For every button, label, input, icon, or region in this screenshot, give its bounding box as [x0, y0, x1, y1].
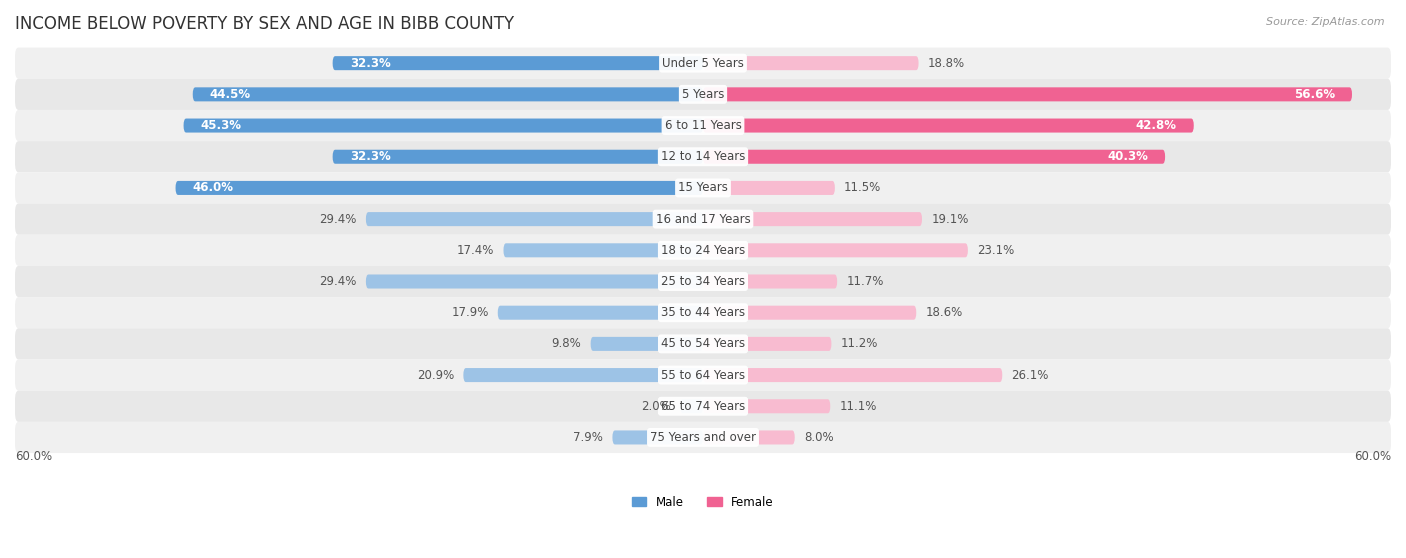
FancyBboxPatch shape [333, 150, 703, 163]
FancyBboxPatch shape [681, 399, 703, 413]
FancyBboxPatch shape [15, 328, 1391, 359]
FancyBboxPatch shape [703, 181, 835, 195]
Text: 11.1%: 11.1% [839, 400, 877, 413]
Text: 17.9%: 17.9% [451, 306, 488, 319]
Text: 32.3%: 32.3% [350, 57, 391, 70]
FancyBboxPatch shape [15, 141, 1391, 172]
Text: 7.9%: 7.9% [574, 431, 603, 444]
FancyBboxPatch shape [503, 243, 703, 257]
Text: 60.0%: 60.0% [1354, 450, 1391, 463]
FancyBboxPatch shape [15, 235, 1391, 266]
Text: 55 to 64 Years: 55 to 64 Years [661, 369, 745, 382]
FancyBboxPatch shape [703, 337, 831, 351]
Text: 45 to 54 Years: 45 to 54 Years [661, 338, 745, 350]
Text: 16 and 17 Years: 16 and 17 Years [655, 213, 751, 225]
Text: 11.7%: 11.7% [846, 275, 884, 288]
FancyBboxPatch shape [703, 399, 831, 413]
Text: 56.6%: 56.6% [1294, 88, 1334, 101]
Text: 18.6%: 18.6% [925, 306, 963, 319]
Text: 17.4%: 17.4% [457, 244, 495, 257]
Text: 19.1%: 19.1% [931, 213, 969, 225]
Text: 2.0%: 2.0% [641, 400, 671, 413]
Legend: Male, Female: Male, Female [627, 491, 779, 513]
FancyBboxPatch shape [15, 204, 1391, 235]
Text: Under 5 Years: Under 5 Years [662, 57, 744, 70]
Text: 15 Years: 15 Years [678, 181, 728, 194]
FancyBboxPatch shape [464, 368, 703, 382]
FancyBboxPatch shape [591, 337, 703, 351]
Text: 42.8%: 42.8% [1136, 119, 1177, 132]
Text: 65 to 74 Years: 65 to 74 Years [661, 400, 745, 413]
Text: 40.3%: 40.3% [1107, 150, 1147, 163]
FancyBboxPatch shape [333, 56, 703, 70]
FancyBboxPatch shape [15, 79, 1391, 110]
FancyBboxPatch shape [703, 56, 918, 70]
FancyBboxPatch shape [703, 243, 967, 257]
FancyBboxPatch shape [703, 212, 922, 226]
FancyBboxPatch shape [15, 110, 1391, 141]
FancyBboxPatch shape [703, 275, 837, 288]
FancyBboxPatch shape [366, 275, 703, 288]
FancyBboxPatch shape [498, 306, 703, 320]
FancyBboxPatch shape [15, 391, 1391, 422]
FancyBboxPatch shape [193, 88, 703, 102]
Text: 6 to 11 Years: 6 to 11 Years [665, 119, 741, 132]
FancyBboxPatch shape [703, 306, 917, 320]
FancyBboxPatch shape [15, 422, 1391, 453]
Text: 29.4%: 29.4% [319, 213, 357, 225]
FancyBboxPatch shape [613, 430, 703, 445]
Text: 20.9%: 20.9% [418, 369, 454, 382]
FancyBboxPatch shape [703, 150, 1166, 163]
Text: 11.2%: 11.2% [841, 338, 877, 350]
FancyBboxPatch shape [703, 88, 1353, 102]
FancyBboxPatch shape [15, 297, 1391, 328]
Text: 18 to 24 Years: 18 to 24 Years [661, 244, 745, 257]
Text: 32.3%: 32.3% [350, 150, 391, 163]
FancyBboxPatch shape [366, 212, 703, 226]
FancyBboxPatch shape [184, 118, 703, 133]
FancyBboxPatch shape [176, 181, 703, 195]
Text: 45.3%: 45.3% [201, 119, 242, 132]
FancyBboxPatch shape [15, 47, 1391, 79]
Text: 75 Years and over: 75 Years and over [650, 431, 756, 444]
Text: 23.1%: 23.1% [977, 244, 1014, 257]
Text: INCOME BELOW POVERTY BY SEX AND AGE IN BIBB COUNTY: INCOME BELOW POVERTY BY SEX AND AGE IN B… [15, 15, 515, 33]
Text: Source: ZipAtlas.com: Source: ZipAtlas.com [1267, 17, 1385, 27]
Text: 18.8%: 18.8% [928, 57, 965, 70]
FancyBboxPatch shape [703, 118, 1194, 133]
Text: 9.8%: 9.8% [551, 338, 582, 350]
Text: 25 to 34 Years: 25 to 34 Years [661, 275, 745, 288]
Text: 8.0%: 8.0% [804, 431, 834, 444]
FancyBboxPatch shape [703, 430, 794, 445]
Text: 26.1%: 26.1% [1011, 369, 1049, 382]
Text: 12 to 14 Years: 12 to 14 Years [661, 150, 745, 163]
FancyBboxPatch shape [703, 368, 1002, 382]
Text: 44.5%: 44.5% [209, 88, 252, 101]
Text: 11.5%: 11.5% [844, 181, 882, 194]
FancyBboxPatch shape [15, 172, 1391, 204]
Text: 29.4%: 29.4% [319, 275, 357, 288]
FancyBboxPatch shape [15, 266, 1391, 297]
Text: 60.0%: 60.0% [15, 450, 52, 463]
Text: 46.0%: 46.0% [193, 181, 233, 194]
Text: 5 Years: 5 Years [682, 88, 724, 101]
Text: 35 to 44 Years: 35 to 44 Years [661, 306, 745, 319]
FancyBboxPatch shape [15, 359, 1391, 391]
